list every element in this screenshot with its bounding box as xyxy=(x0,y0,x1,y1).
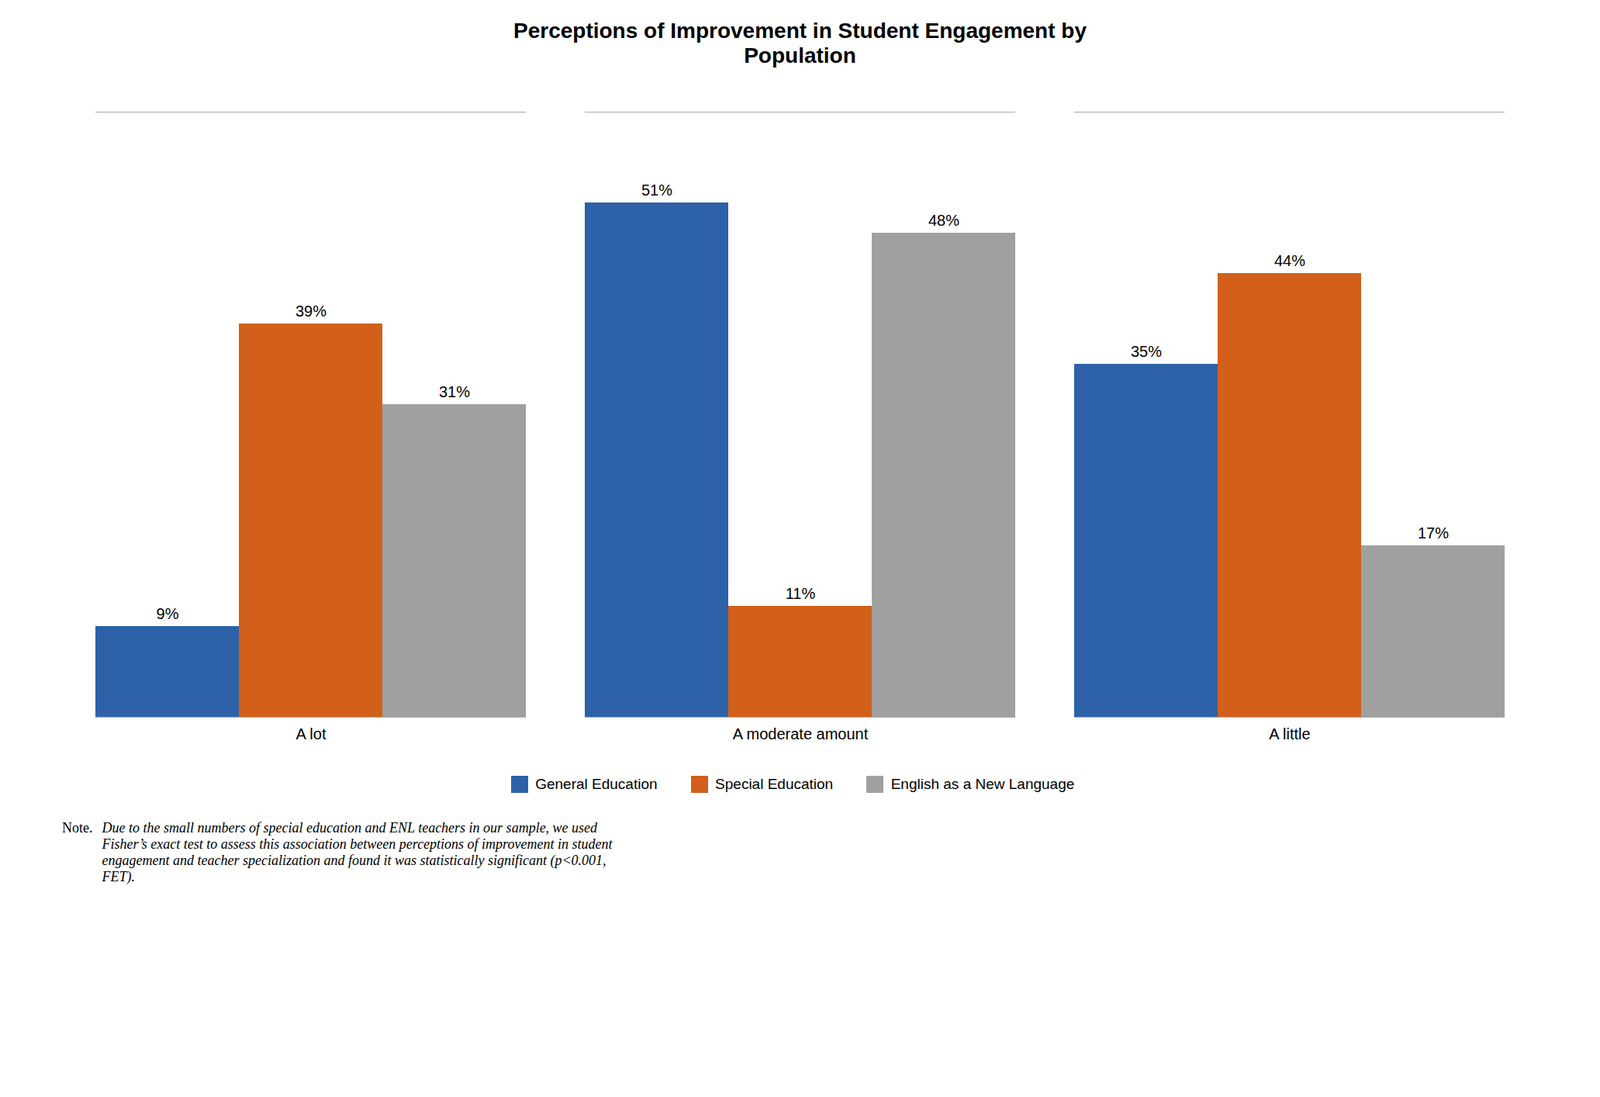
html-text:Special Education: Special Education xyxy=(715,775,834,792)
svg-text:A moderate amount: A moderate amount xyxy=(732,725,868,743)
html-text:Note.: Note. xyxy=(62,819,93,835)
svg-text:31%: 31% xyxy=(438,383,470,401)
svg-text:39%: 39% xyxy=(294,302,326,320)
svg-text:44%: 44% xyxy=(1273,252,1305,270)
svg-text:11%: 11% xyxy=(784,584,816,602)
svg-text:A little: A little xyxy=(1268,725,1310,743)
svg-text:A lot: A lot xyxy=(295,725,326,743)
svg-text:9%: 9% xyxy=(155,604,179,623)
html-text:General Education: General Education xyxy=(535,775,658,792)
html-text:Perceptions of Improvement in: Perceptions of Improvement in Student En… xyxy=(513,18,1087,68)
html-text:Due to the small numbers of sp: Due to the small numbers of special educ… xyxy=(101,819,613,884)
svg-text:51%: 51% xyxy=(640,181,672,199)
svg-text:17%: 17% xyxy=(1416,524,1448,542)
svg-text:35%: 35% xyxy=(1130,342,1162,360)
svg-text:48%: 48% xyxy=(927,211,959,229)
html-text:English as a New Language: English as a New Language xyxy=(890,775,1075,792)
